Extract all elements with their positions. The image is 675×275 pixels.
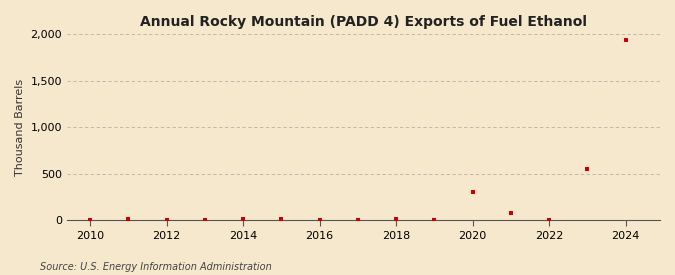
Point <box>429 218 439 222</box>
Point <box>199 218 210 222</box>
Text: Source: U.S. Energy Information Administration: Source: U.S. Energy Information Administ… <box>40 262 272 272</box>
Point <box>582 167 593 171</box>
Point <box>391 217 402 221</box>
Point <box>161 218 172 222</box>
Point <box>506 211 516 215</box>
Y-axis label: Thousand Barrels: Thousand Barrels <box>15 79 25 176</box>
Point <box>467 190 478 194</box>
Point <box>620 38 631 43</box>
Point <box>123 217 134 221</box>
Point <box>543 218 554 222</box>
Point <box>238 217 248 221</box>
Title: Annual Rocky Mountain (PADD 4) Exports of Fuel Ethanol: Annual Rocky Mountain (PADD 4) Exports o… <box>140 15 587 29</box>
Point <box>84 218 95 222</box>
Point <box>276 217 287 222</box>
Point <box>314 218 325 222</box>
Point <box>352 218 363 222</box>
